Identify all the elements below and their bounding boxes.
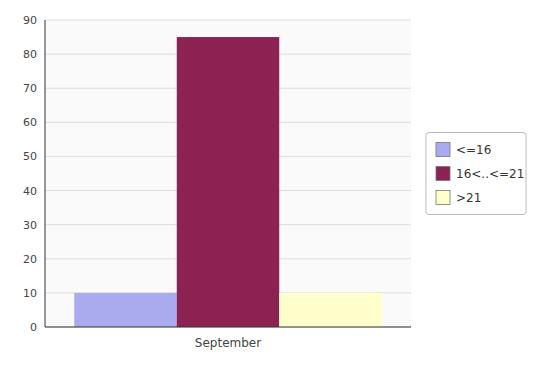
y-tick-label: 10: [23, 287, 37, 300]
x-axis: [45, 327, 411, 328]
y-tick-label: 40: [23, 185, 37, 198]
legend-label: <=16: [456, 143, 491, 157]
legend-swatch: [436, 191, 450, 205]
legend: <=16 16<..<=21 >21: [426, 133, 526, 215]
legend-swatch: [436, 167, 450, 181]
x-tick-label: September: [195, 336, 261, 350]
legend-swatch: [436, 143, 450, 157]
y-tick-label: 0: [30, 321, 37, 334]
y-tick-label: 30: [23, 219, 37, 232]
legend-label: >21: [456, 191, 481, 205]
bar: [74, 293, 176, 327]
y-tick-label: 70: [23, 82, 37, 95]
grid-line: [45, 20, 411, 21]
grid-line: [45, 327, 411, 328]
y-tick-label: 80: [23, 48, 37, 61]
y-tick-label: 60: [23, 116, 37, 129]
bar: [279, 293, 381, 327]
bars: [74, 37, 381, 327]
chart: 0 10 20 30 40 50 60 70 80 90 September <=16 16<..<=2…: [0, 0, 536, 367]
y-axis: [45, 20, 46, 327]
y-tick-label: 90: [23, 14, 37, 27]
bar: [177, 37, 279, 327]
y-tick-label: 50: [23, 150, 37, 163]
legend-label: 16<..<=21: [456, 167, 524, 181]
y-tick-label: 20: [23, 253, 37, 266]
plot-area: [45, 20, 411, 327]
legend-box: [426, 133, 526, 215]
